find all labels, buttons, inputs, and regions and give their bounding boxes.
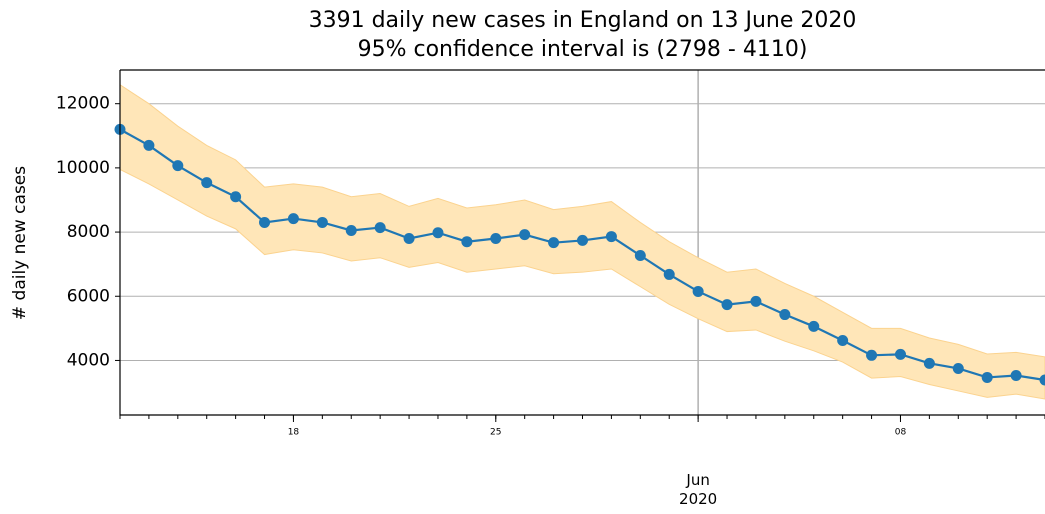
- point: [172, 160, 184, 172]
- point: [519, 229, 531, 241]
- point: [1010, 370, 1022, 382]
- point: [577, 234, 588, 246]
- x-tick-label: 18: [288, 428, 300, 438]
- point: [894, 348, 906, 360]
- y-tick-label: 12000: [56, 94, 110, 114]
- chart-title: 3391 daily new cases in England on 13 Ju…: [308, 8, 857, 62]
- x-tick-label: 25: [490, 428, 501, 438]
- point: [548, 237, 560, 249]
- point: [634, 249, 646, 261]
- point: [779, 309, 791, 321]
- y-tick-label: 10000: [56, 158, 110, 178]
- point: [923, 357, 935, 369]
- point: [1039, 374, 1045, 386]
- point: [692, 285, 704, 297]
- point: [808, 320, 820, 332]
- y-tick-label: 4000: [67, 350, 110, 370]
- point: [230, 191, 242, 203]
- point: [750, 295, 762, 307]
- point: [143, 139, 155, 151]
- y-axis-label: # daily new cases: [10, 166, 30, 320]
- point: [721, 299, 733, 311]
- point: [981, 371, 993, 383]
- point: [837, 335, 849, 347]
- point: [432, 227, 444, 239]
- point: [374, 222, 386, 234]
- point: [259, 216, 271, 228]
- point: [287, 213, 299, 225]
- x-major-tick-label: Jun 2020: [679, 471, 718, 508]
- x-tick-label: 08: [895, 428, 907, 438]
- point: [866, 349, 878, 361]
- point: [345, 224, 357, 236]
- point: [490, 232, 502, 244]
- point: [201, 177, 213, 189]
- y-tick-label: 8000: [67, 222, 110, 242]
- point: [403, 232, 415, 244]
- point: [952, 362, 964, 374]
- point: [316, 216, 328, 228]
- y-tick-label: 6000: [67, 286, 110, 306]
- point: [461, 236, 473, 248]
- point: [663, 268, 675, 280]
- point: [605, 231, 617, 243]
